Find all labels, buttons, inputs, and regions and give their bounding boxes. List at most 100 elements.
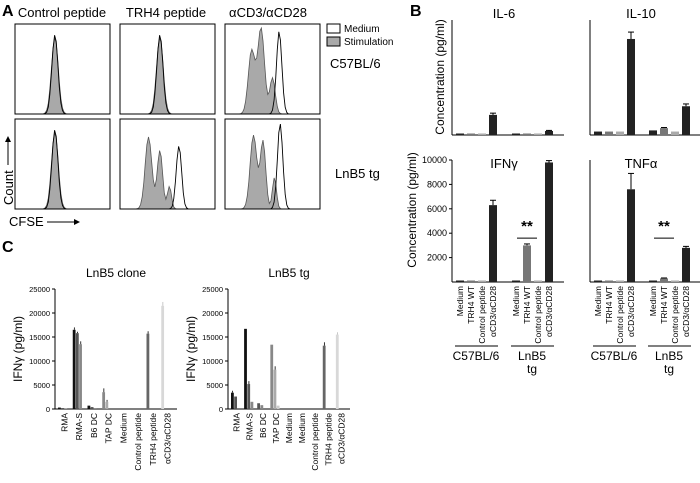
bar-medium <box>512 133 520 135</box>
bar-medium <box>512 280 520 282</box>
bar <box>64 408 68 409</box>
bar-control-peptide <box>671 280 679 282</box>
hist-frame-r1-c2 <box>119 23 216 115</box>
chart-title: TNFα <box>625 156 658 171</box>
bar--cd3-cd28 <box>682 247 690 282</box>
bar <box>260 405 264 409</box>
y-tick-label: 5000 <box>33 381 50 390</box>
category-label: Control peptide <box>670 286 680 344</box>
bar-trh4-wt <box>523 245 531 282</box>
y-tick-label: 10000 <box>202 357 223 366</box>
bar-trh4-wt <box>523 133 531 135</box>
y-tick-label: 2000 <box>427 253 447 263</box>
bar--cd3-cd28 <box>627 38 635 135</box>
category-label: αCD3/αCD28 <box>336 413 346 464</box>
y-tick-label: 10000 <box>422 155 447 165</box>
bar <box>102 392 106 409</box>
row-label-lnb5tg: LnB5 tg <box>335 166 380 181</box>
col-header-control: Control peptide <box>18 5 106 20</box>
medium-histogram <box>225 31 320 115</box>
category-label: Control peptide <box>477 286 487 344</box>
bar-control-peptide <box>616 131 624 135</box>
y-tick-label: 4000 <box>427 228 447 238</box>
bar <box>276 405 280 409</box>
category-label: Medium <box>284 413 294 443</box>
bar-control-peptide <box>616 280 624 282</box>
row-label-c57bl6: C57BL/6 <box>330 56 381 71</box>
stimulation-histogram <box>15 37 110 115</box>
stimulation-histogram <box>225 26 320 115</box>
category-label: Medium <box>648 286 658 316</box>
y-tick-label: 20000 <box>202 309 223 318</box>
category-label: TAP DC <box>271 413 281 443</box>
legend-stimulation-label: Stimulation <box>344 37 393 48</box>
bar <box>161 305 165 409</box>
category-label: Control peptide <box>310 413 320 471</box>
bar-medium <box>456 280 464 282</box>
bar--cd3-cd28 <box>489 114 497 135</box>
group-label-lnb5: LnB5 <box>655 349 683 363</box>
bar-trh4-wt <box>605 131 613 135</box>
category-label: RMA-S <box>74 413 84 441</box>
medium-histogram <box>120 35 215 115</box>
stimulation-histogram <box>15 132 110 210</box>
ifng-chart-0: LnB5 clone IFNγ (pg/ml) 0 5000 10000 15000 200… <box>11 266 177 471</box>
category-label: B6 DC <box>258 413 268 438</box>
bar-trh4-wt <box>660 128 668 135</box>
legend-stimulation-swatch <box>326 36 341 47</box>
y-tick-label: 20000 <box>29 309 50 318</box>
hist-frame-r2-c1 <box>14 118 111 210</box>
bar-control-peptide <box>534 280 542 282</box>
bar--cd3-cd28 <box>682 106 690 135</box>
bar <box>322 345 326 409</box>
y-tick-label: 0 <box>46 405 50 414</box>
stimulation-histogram <box>225 135 320 210</box>
bar <box>273 369 277 409</box>
category-label: TRH4 peptide <box>323 413 333 466</box>
bar-medium <box>649 280 657 282</box>
bar <box>72 329 76 409</box>
category-label: αCD3/αCD28 <box>488 286 498 337</box>
bar-medium <box>594 131 602 135</box>
medium-histogram <box>15 35 110 115</box>
chart-title: IL-6 <box>493 6 515 21</box>
group-label-c57bl6: C57BL/6 <box>453 349 500 363</box>
category-label: αCD3/αCD28 <box>626 286 636 337</box>
histogram-curves <box>15 26 320 210</box>
count-axis-arrow-head <box>5 136 11 142</box>
ifng-axis-ylabel: Concentration (pg/ml) <box>405 152 419 267</box>
bar <box>146 333 150 409</box>
category-label: Control peptide <box>533 286 543 344</box>
bar <box>257 403 261 409</box>
group-label-lnb5: LnB5 <box>518 349 546 363</box>
y-tick-label: 6000 <box>427 204 447 214</box>
group-label-tg: tg <box>527 362 537 376</box>
cytokine-chart-1: IL-10 <box>589 6 700 136</box>
panel-a-label: A <box>2 3 14 20</box>
category-label: TRH4 WT <box>522 286 532 324</box>
bar-control-peptide <box>478 133 486 135</box>
category-label: αCD3/αCD28 <box>544 286 554 337</box>
count-axis-label: Count <box>1 136 16 205</box>
col-header-cd3: αCD3/αCD28 <box>229 5 307 20</box>
bar <box>75 333 79 409</box>
category-label: Control peptide <box>133 413 143 471</box>
bar <box>335 334 339 409</box>
chart-title: LnB5 tg <box>268 266 309 280</box>
panel-b-cytokine-charts: Concentration (pg/ml) Concentration (pg/m… <box>405 6 700 376</box>
bar-medium <box>649 130 657 135</box>
bar--cd3-cd28 <box>545 162 553 282</box>
y-tick-label: 25000 <box>202 285 223 294</box>
bar-trh4-wt <box>467 280 475 282</box>
bar-trh4-wt <box>660 278 668 282</box>
significance-marker: ** <box>658 218 670 235</box>
medium-histogram <box>15 130 110 210</box>
category-label: Medium <box>455 286 465 316</box>
bar <box>231 392 234 409</box>
category-label: TRH4 WT <box>466 286 476 324</box>
cfse-axis-arrow-head <box>74 219 80 225</box>
y-tick-label: 25000 <box>29 285 50 294</box>
category-label: αCD3/αCD28 <box>681 286 691 337</box>
